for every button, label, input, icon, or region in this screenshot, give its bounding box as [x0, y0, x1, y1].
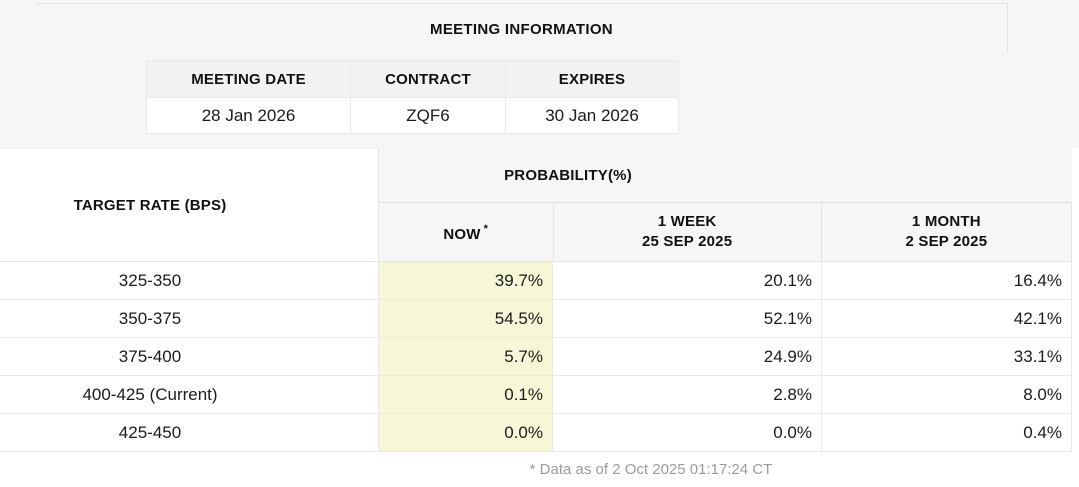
column-header-1month: 1 MONTH 2 SEP 2025: [820, 203, 1071, 261]
probability-cell-1week: 24.9%: [552, 338, 821, 375]
column-header-1week: 1 WEEK 25 SEP 2025: [552, 203, 821, 261]
top-right-border-line: [1007, 3, 1008, 52]
meeting-date-value: 28 Jan 2026: [146, 97, 351, 134]
meeting-info-table: MEETING DATE CONTRACT EXPIRES 28 Jan 202…: [146, 60, 679, 134]
target-rate-cell: 425-450: [118, 422, 182, 442]
probability-cell-1week: 2.8%: [552, 376, 821, 413]
column-header-now: NOW *: [379, 203, 553, 261]
target-rate-header-cell: TARGET RATE (BPS): [0, 148, 378, 261]
probability-cell-1month: 0.4%: [821, 414, 1072, 451]
footer: * Data as of 2 Oct 2025 01:17:24 CT: [0, 452, 1079, 487]
meeting-date-header: MEETING DATE: [146, 60, 351, 98]
probability-cell-now: 0.1%: [378, 376, 552, 413]
top-border-line: [36, 3, 1007, 4]
month-label: 1 MONTH: [911, 213, 981, 230]
table-row: 400-425 (Current) 0.1% 2.8% 8.0%: [0, 376, 1072, 414]
now-label: NOW: [443, 226, 481, 243]
table-row: 325-350 39.7% 20.1% 16.4%: [0, 262, 1072, 300]
contract-header: CONTRACT: [350, 60, 506, 98]
probability-cell-now: 39.7%: [378, 262, 552, 299]
probability-data-grid: 325-350 39.7% 20.1% 16.4% 350-375 54.5% …: [0, 261, 1072, 452]
meeting-info-title: MEETING INFORMATION: [430, 21, 613, 38]
target-rate-header-label: TARGET RATE (BPS): [73, 196, 227, 214]
month-date: 2 SEP 2025: [905, 233, 988, 250]
probability-cell-1month: 33.1%: [821, 338, 1072, 375]
week-date: 25 SEP 2025: [641, 233, 733, 250]
meeting-info-section: MEETING INFORMATION MEETING DATE CONTRAC…: [0, 0, 1079, 148]
probability-cell-1month: 42.1%: [821, 300, 1072, 337]
table-row: 375-400 5.7% 24.9% 33.1%: [0, 338, 1072, 376]
probability-cell-1week: 0.0%: [552, 414, 821, 451]
probability-column-headers: NOW * 1 WEEK 25 SEP 2025 1 MONTH 2 SEP 20…: [378, 203, 1072, 261]
meeting-info-row: 28 Jan 2026 ZQF6 30 Jan 2026: [146, 97, 679, 134]
probability-group-header: PROBABILITY(%): [378, 148, 1072, 203]
probability-group-label: PROBABILITY(%): [504, 167, 632, 184]
table-row: 350-375 54.5% 52.1% 42.1%: [0, 300, 1072, 338]
target-rate-cell: 325-350: [118, 270, 182, 290]
data-as-of-note: * Data as of 2 Oct 2025 01:17:24 CT: [529, 461, 773, 478]
probability-cell-1month: 16.4%: [821, 262, 1072, 299]
probability-cell-1month: 8.0%: [821, 376, 1072, 413]
expires-header: EXPIRES: [505, 60, 679, 98]
now-asterisk: *: [483, 223, 489, 235]
target-rate-cell: 375-400: [118, 346, 182, 366]
probability-cell-1week: 20.1%: [552, 262, 821, 299]
target-rate-cell: 350-375: [118, 308, 182, 328]
expires-value: 30 Jan 2026: [505, 97, 679, 134]
probability-cell-now: 54.5%: [378, 300, 552, 337]
target-rate-cell: 400-425 (Current): [82, 384, 218, 404]
contract-value: ZQF6: [350, 97, 506, 134]
table-row: 425-450 0.0% 0.0% 0.4%: [0, 414, 1072, 452]
probability-cell-now: 5.7%: [378, 338, 552, 375]
week-label: 1 WEEK: [657, 213, 717, 230]
probability-cell-now: 0.0%: [378, 414, 552, 451]
probability-cell-1week: 52.1%: [552, 300, 821, 337]
